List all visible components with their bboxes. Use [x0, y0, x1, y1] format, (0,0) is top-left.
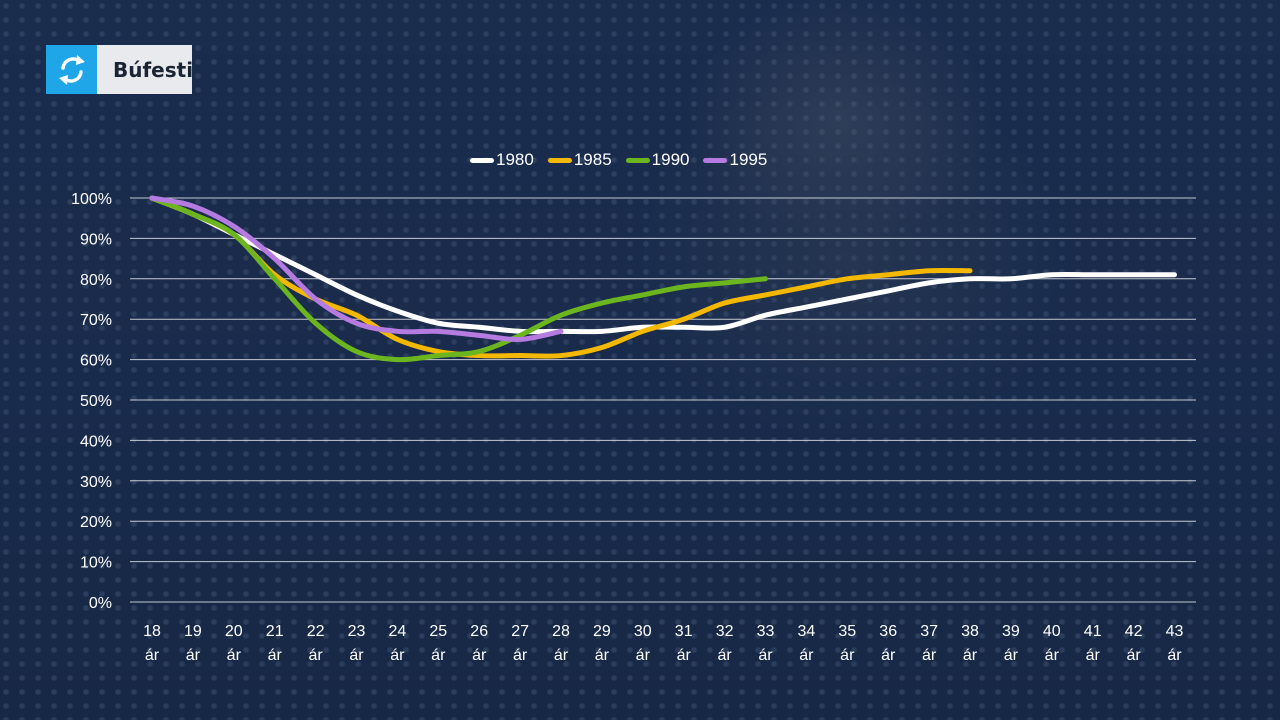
x-tick-label: 40 ár — [1043, 623, 1061, 664]
legend-item-1995: 1995 — [703, 150, 767, 170]
refresh-arrows-icon — [46, 45, 97, 94]
legend-swatch — [547, 157, 572, 163]
x-tick-label: 38 ár — [961, 623, 979, 664]
legend-item-1980: 1980 — [470, 150, 534, 170]
y-tick-label: 0% — [89, 595, 112, 612]
legend-item-1990: 1990 — [625, 150, 690, 170]
x-tick-label: 22 ár — [307, 623, 325, 664]
legend-label: 1985 — [573, 150, 612, 169]
brand-logo: Búfesti — [46, 45, 193, 94]
y-tick-label: 60% — [80, 353, 112, 370]
x-tick-label: 25 ár — [429, 623, 447, 664]
x-tick-label: 32 ár — [716, 623, 734, 664]
y-tick-label: 20% — [80, 514, 112, 531]
y-tick-label: 70% — [80, 312, 112, 329]
legend-label: 1980 — [496, 150, 534, 169]
y-tick-label: 50% — [80, 393, 112, 410]
legend-label: 1990 — [651, 150, 690, 169]
brand-name: Búfesti — [97, 45, 193, 94]
x-tick-label: 27 ár — [511, 623, 529, 664]
x-tick-label: 36 ár — [879, 623, 897, 664]
y-tick-label: 80% — [80, 272, 112, 289]
x-tick-label: 20 ár — [225, 623, 243, 664]
x-tick-label: 31 ár — [675, 623, 693, 664]
x-tick-label: 42 ár — [1125, 623, 1143, 664]
x-tick-label: 29 ár — [593, 623, 611, 664]
legend-item-1985: 1985 — [547, 150, 612, 170]
y-tick-label: 90% — [80, 231, 112, 248]
y-tick-label: 40% — [80, 433, 112, 450]
x-tick-label: 34 ár — [798, 623, 816, 664]
legend-swatch — [470, 157, 494, 163]
series-line-1985 — [149, 195, 973, 359]
x-tick-label: 23 ár — [348, 623, 366, 664]
x-tick-label: 39 ár — [1002, 623, 1020, 664]
legend-label: 1995 — [729, 150, 768, 169]
y-tick-label: 100% — [71, 191, 112, 208]
x-tick-label: 21 ár — [266, 623, 284, 664]
x-tick-label: 26 ár — [470, 623, 488, 664]
x-tick-label: 35 ár — [838, 623, 856, 664]
x-tick-label: 28 ár — [552, 623, 570, 664]
x-tick-label: 19 ár — [184, 623, 202, 664]
x-tick-label: 33 ár — [757, 623, 775, 664]
chart-legend: 1980 1985 1990 1995 — [470, 150, 767, 170]
legend-swatch — [703, 157, 728, 163]
x-tick-label: 41 ár — [1084, 623, 1102, 664]
x-tick-label: 37 ár — [920, 623, 938, 664]
series-line-1995 — [149, 195, 564, 342]
y-tick-label: 30% — [80, 474, 112, 491]
x-tick-label: 43 ár — [1166, 623, 1184, 664]
x-tick-label: 30 ár — [634, 623, 652, 664]
legend-swatch — [625, 157, 650, 163]
x-tick-label: 18 ár — [143, 623, 161, 664]
y-tick-label: 10% — [80, 555, 112, 572]
x-tick-label: 24 ár — [389, 623, 407, 664]
series-line-1990 — [149, 195, 768, 363]
